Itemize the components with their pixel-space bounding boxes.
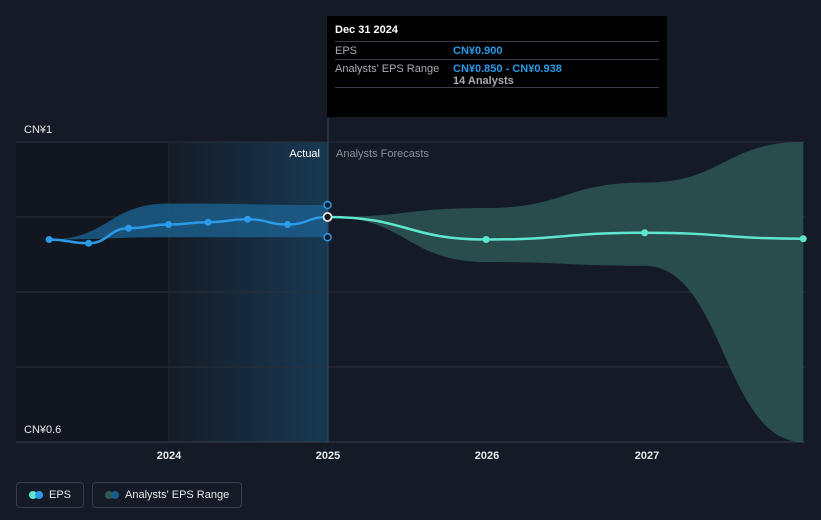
tooltip-eps-label: EPS (335, 45, 358, 57)
eps-data-point (284, 221, 292, 228)
legend-label-eps: EPS (49, 489, 72, 501)
forecast-region-label: Analysts Forecasts (336, 148, 429, 160)
range-bound-point (323, 233, 332, 242)
x-tick-label: 2026 (474, 450, 500, 462)
tooltip-range-label: Analysts' EPS Range (335, 63, 440, 75)
forecast-range-band (327, 142, 804, 442)
y-tick-label: CN¥0.6 (24, 424, 62, 436)
tooltip-range-value: CN¥0.850 - CN¥0.938 (453, 63, 562, 75)
tooltip-range-values: CN¥0.850 - CN¥0.938 14 Analysts (453, 63, 562, 87)
legend-label-eps-range: Analysts' EPS Range (125, 489, 230, 501)
eps-line (49, 215, 328, 245)
x-tick-label: 2027 (634, 450, 660, 462)
eps-data-point (204, 218, 212, 226)
eps-data-point (125, 224, 133, 232)
tooltip-range-row: Analysts' EPS Range CN¥0.850 - CN¥0.938 … (335, 59, 659, 88)
x-tick-label: 2025 (315, 450, 341, 462)
y-tick-label: CN¥1 (24, 124, 53, 136)
actual-region-label: Actual (289, 148, 320, 160)
legend-item-eps-range[interactable]: Analysts' EPS Range (92, 482, 243, 508)
forecast-data-point (641, 229, 649, 237)
data-tooltip: Dec 31 2024 EPS CN¥0.900 Analysts' EPS R… (327, 16, 667, 117)
forecast-data-point (482, 236, 490, 243)
eps-forecast-line (327, 215, 804, 241)
eps-data-point (85, 239, 93, 247)
range-bound-point (323, 200, 332, 210)
forecast-data-point (799, 235, 807, 243)
tooltip-eps-value: CN¥0.900 (453, 45, 503, 57)
eps-data-point (45, 236, 53, 243)
x-tick-label: 2024 (156, 450, 182, 462)
eps-data-point (244, 215, 252, 223)
eps-dot-icon (29, 491, 43, 499)
range-dot-icon (105, 491, 120, 499)
selected-eps-point (322, 212, 333, 222)
eps-data-point (165, 221, 173, 228)
tooltip-date: Dec 31 2024 (335, 24, 398, 36)
chart-legend: EPS Analysts' EPS Range (16, 482, 243, 508)
tooltip-eps-row: EPS CN¥0.900 (335, 41, 659, 59)
legend-item-eps[interactable]: EPS (16, 482, 85, 508)
tooltip-analysts-count: 14 Analysts (453, 75, 514, 87)
